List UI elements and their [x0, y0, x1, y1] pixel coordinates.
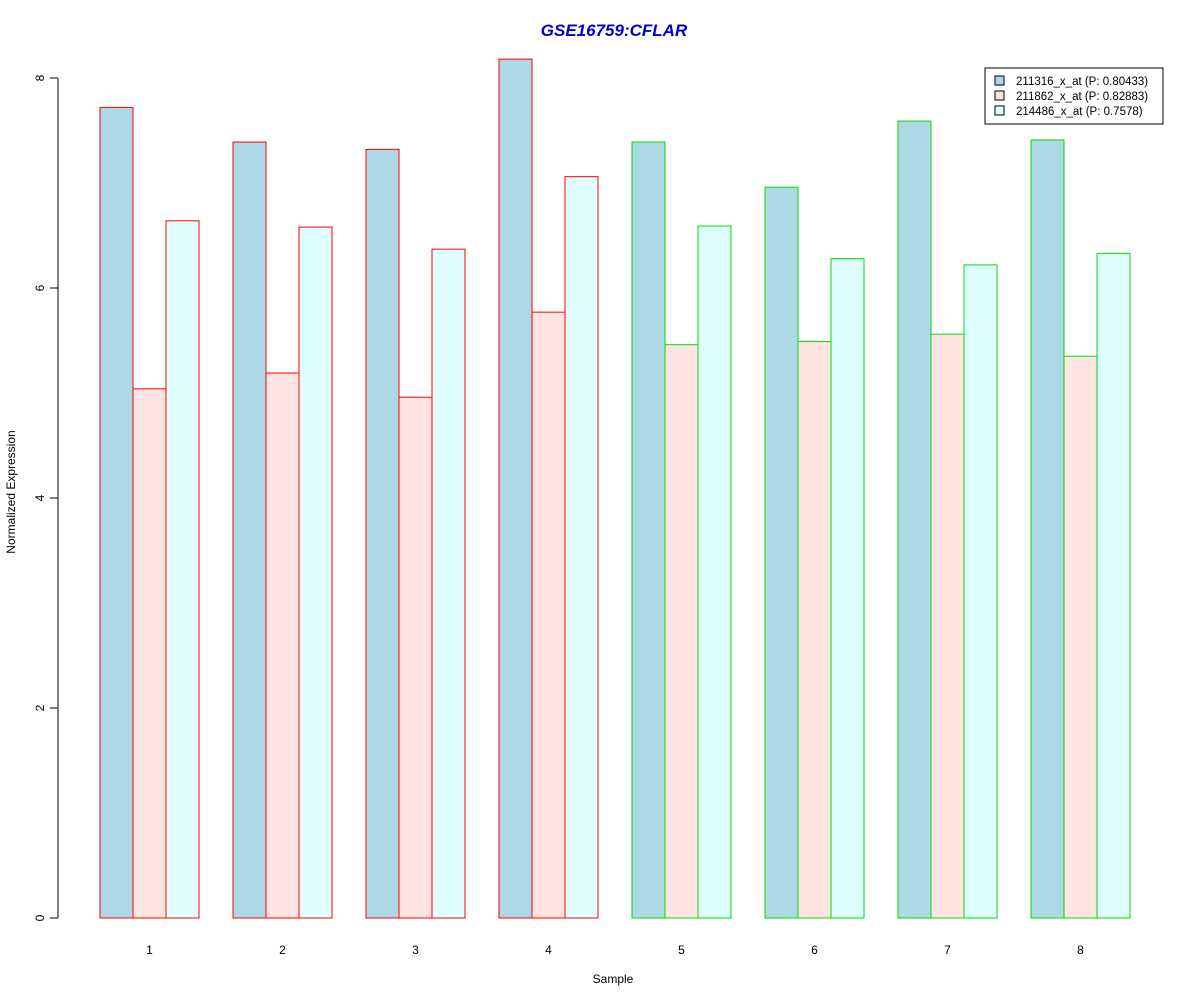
x-tick-label: 3	[412, 943, 419, 957]
bar-sample-7-series-2	[930, 333, 965, 919]
bar-sample-1-series-3	[165, 220, 200, 919]
bar-sample-7-series-3	[963, 264, 998, 919]
bar-sample-3-series-1	[365, 148, 400, 919]
bar-sample-1-series-2	[132, 388, 167, 919]
x-tick-label: 4	[545, 943, 552, 957]
bar-sample-3-series-2	[398, 396, 433, 919]
bar-sample-6-series-3	[830, 258, 865, 919]
bar-sample-8-series-3	[1096, 252, 1131, 919]
bar-sample-3-series-3	[431, 248, 466, 919]
y-tick-label: 8	[33, 74, 47, 81]
x-axis-tick-labels: 1 2 3 4 5 6 7 8	[146, 943, 1084, 957]
bar-sample-6-series-2	[797, 341, 832, 919]
x-tick-label: 1	[146, 943, 153, 957]
x-tick-label: 8	[1077, 943, 1084, 957]
x-axis-label: Sample	[593, 972, 634, 986]
bar-sample-5-series-1	[631, 141, 666, 919]
bar-sample-2-series-1	[232, 141, 267, 919]
y-tick-label: 2	[33, 704, 47, 711]
x-tick-label: 5	[678, 943, 685, 957]
legend-label: 211862_x_at (P: 0.82883)	[1016, 91, 1148, 103]
bar-sample-4-series-2	[531, 311, 566, 919]
bar-sample-2-series-2	[265, 372, 300, 919]
x-tick-label: 6	[811, 943, 818, 957]
chart-title: GSE16759:CFLAR	[541, 21, 688, 40]
y-tick-label: 6	[33, 284, 47, 291]
legend-swatch	[994, 90, 1005, 101]
y-axis-label: Normalized Expression	[4, 430, 18, 553]
y-tick-label: 4	[33, 494, 47, 501]
legend-box	[984, 67, 1164, 125]
bar-sample-1-series-1	[99, 106, 134, 919]
x-tick-label: 2	[279, 943, 286, 957]
bar-sample-6-series-1	[764, 186, 799, 919]
y-tick-label: 0	[33, 914, 47, 921]
bar-sample-4-series-1	[498, 58, 533, 919]
legend-swatch	[994, 105, 1005, 116]
bars-layer	[99, 58, 1131, 919]
bar-sample-5-series-3	[697, 225, 732, 919]
bar-sample-7-series-1	[897, 120, 932, 919]
bar-sample-8-series-2	[1063, 355, 1098, 919]
bar-sample-8-series-1	[1030, 139, 1065, 919]
bar-sample-2-series-3	[298, 226, 333, 919]
legend-label: 211316_x_at (P: 0.80433)	[1016, 76, 1148, 88]
bar-sample-5-series-2	[664, 344, 699, 919]
bar-sample-4-series-3	[564, 176, 599, 919]
y-axis: 0 2 4 6 8	[33, 74, 59, 921]
x-tick-label: 7	[944, 943, 951, 957]
legend-label: 214486_x_at (P: 0.7578)	[1016, 106, 1143, 118]
legend: 211316_x_at (P: 0.80433) 211862_x_at (P: …	[984, 67, 1164, 125]
legend-swatch	[994, 75, 1005, 86]
